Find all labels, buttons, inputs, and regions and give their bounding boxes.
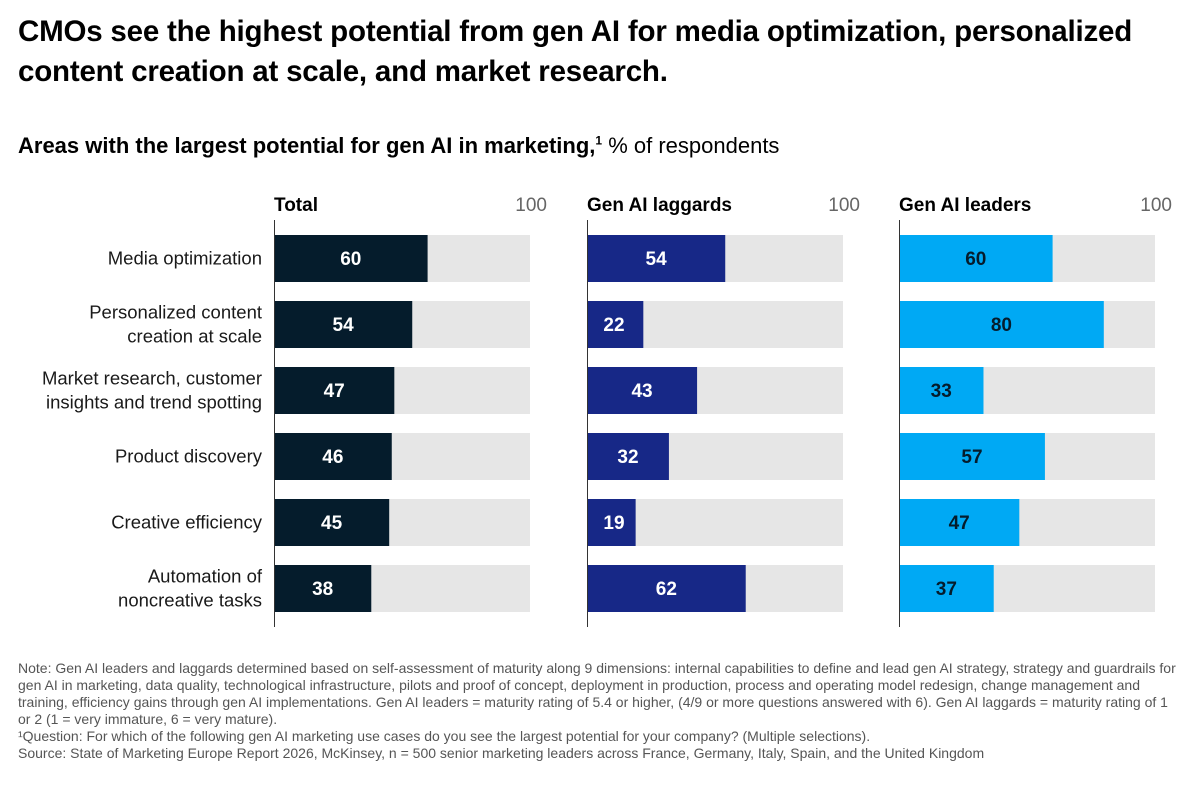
bar xyxy=(587,301,644,348)
category-label: Personalized content creation at scale xyxy=(89,302,262,347)
bar xyxy=(587,565,746,612)
panel-header: Total xyxy=(274,195,318,216)
bar xyxy=(587,367,698,414)
bar xyxy=(587,499,636,546)
bar xyxy=(899,235,1053,282)
bar xyxy=(899,499,1020,546)
bar xyxy=(274,433,392,480)
question-footnote: ¹Question: For which of the following ge… xyxy=(18,728,871,744)
data-label: 80 xyxy=(991,315,1012,336)
bar xyxy=(899,301,1104,348)
data-label: 22 xyxy=(603,315,624,336)
category-label: Creative efficiency xyxy=(111,512,263,533)
data-label: 54 xyxy=(646,249,668,270)
category-label-line: Automation of xyxy=(148,566,263,587)
data-label: 54 xyxy=(333,315,355,336)
bar xyxy=(274,235,428,282)
panel-header: Gen AI laggards xyxy=(587,195,732,216)
data-label: 37 xyxy=(936,579,957,600)
subtitle-bold: Areas with the largest potential for gen… xyxy=(18,133,596,158)
category-label-line: Market research, customer xyxy=(42,368,262,389)
category-label-line: creation at scale xyxy=(127,326,262,347)
data-label: 62 xyxy=(656,579,677,600)
data-label: 33 xyxy=(931,381,952,402)
category-label-line: insights and trend spotting xyxy=(46,392,262,413)
category-label: Product discovery xyxy=(115,446,263,467)
source-text: Source: State of Marketing Europe Report… xyxy=(18,745,985,761)
category-label: Automation of noncreative tasks xyxy=(118,566,263,611)
data-label: 43 xyxy=(631,381,652,402)
category-label-line: Product discovery xyxy=(115,446,263,467)
data-label: 57 xyxy=(961,447,982,468)
bar xyxy=(899,565,994,612)
chart-notes: Note: Gen AI leaders and laggards determ… xyxy=(18,660,1183,762)
bar xyxy=(274,301,413,348)
chart-title: CMOs see the highest potential from gen … xyxy=(18,15,1133,88)
data-label: 32 xyxy=(617,447,638,468)
bar xyxy=(274,565,372,612)
data-label: 60 xyxy=(965,249,986,270)
data-label: 38 xyxy=(312,579,333,600)
panel-header: Gen AI leaders xyxy=(899,195,1031,216)
category-label-line: Personalized content xyxy=(89,302,262,323)
note-text: Note: Gen AI leaders and laggards determ… xyxy=(18,660,1176,727)
chart-subtitle: Areas with the largest potential for gen… xyxy=(18,131,779,161)
bar-chart: Media optimization Personalized content cr… xyxy=(42,195,1172,627)
category-label-line: Media optimization xyxy=(108,248,262,269)
bar xyxy=(587,235,726,282)
axis-max-label: 100 xyxy=(828,195,860,216)
bar xyxy=(899,367,984,414)
bar xyxy=(274,499,390,546)
category-label: Media optimization xyxy=(108,248,262,269)
footnote-mark: 1 xyxy=(595,133,603,148)
data-label: 45 xyxy=(321,513,343,534)
axis-max-label: 100 xyxy=(1140,195,1172,216)
data-label: 46 xyxy=(322,447,343,468)
bar xyxy=(274,367,395,414)
axis-max-label: 100 xyxy=(515,195,547,216)
data-label: 47 xyxy=(949,513,970,534)
subtitle-unit: % of respondents xyxy=(602,133,780,158)
bar xyxy=(587,433,669,480)
bar xyxy=(899,433,1045,480)
data-label: 47 xyxy=(324,381,345,402)
data-label: 60 xyxy=(340,249,361,270)
category-label-line: Creative efficiency xyxy=(111,512,263,533)
data-label: 19 xyxy=(603,513,624,534)
category-label: Market research, customer insights and tr… xyxy=(42,368,262,413)
category-label-line: noncreative tasks xyxy=(118,590,262,611)
